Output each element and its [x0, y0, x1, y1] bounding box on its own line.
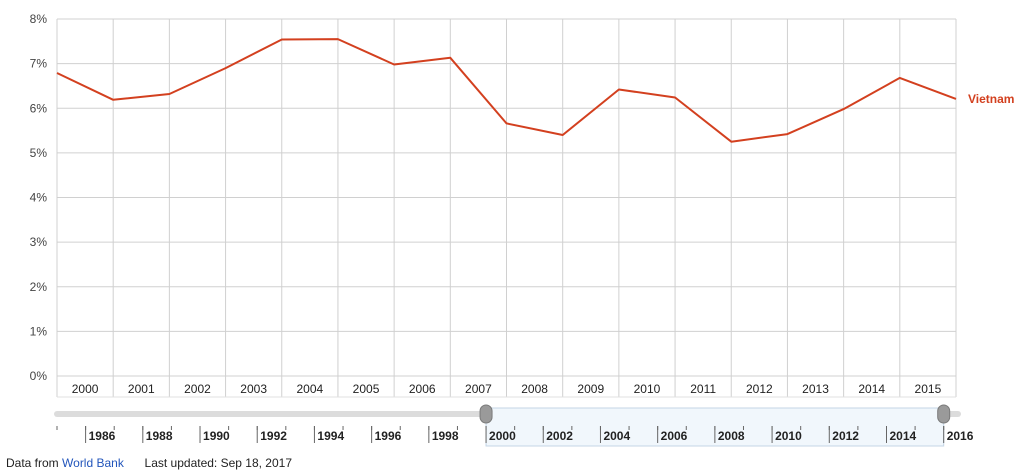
- y-axis: 0% 1% 2% 3% 4% 5% 6% 7% 8%: [30, 12, 48, 383]
- x-tick-label: 2000: [72, 382, 99, 396]
- timeline-tick-label: 2014: [889, 429, 916, 443]
- timeline-tick-label: 1990: [203, 429, 230, 443]
- timeline-tick-label: 1992: [260, 429, 287, 443]
- y-tick-label: 3%: [30, 235, 48, 249]
- timeline-tick-label: 1994: [317, 429, 344, 443]
- timeline-tick-label: 2010: [775, 429, 802, 443]
- timeline-slider[interactable]: 1986 1988 1990 1992 1994 1996 1998 2000 2002 2004…: [54, 404, 974, 447]
- timeline-tick-label: 2012: [832, 429, 859, 443]
- x-tick-label: 2010: [634, 382, 661, 396]
- timeline-handle-left[interactable]: [479, 404, 493, 424]
- x-tick-label: 2001: [128, 382, 155, 396]
- series-layer: Vietnam: [56, 38, 1014, 143]
- y-tick-label: 8%: [30, 12, 48, 26]
- x-tick-label: 2011: [690, 382, 716, 396]
- y-tick-label: 4%: [30, 191, 48, 205]
- chart-grid: [56, 18, 957, 398]
- timeline-tick-label: 2004: [603, 429, 630, 443]
- y-tick-label: 6%: [30, 101, 48, 115]
- source-prefix: Data from: [6, 456, 59, 470]
- timeline-tick-label: 1988: [146, 429, 173, 443]
- series-line: [56, 38, 957, 143]
- x-tick-label: 2002: [184, 382, 211, 396]
- timeline-tick-label: 2016: [947, 429, 974, 443]
- footer: Data from World Bank Last updated: Sep 1…: [6, 456, 292, 470]
- x-tick-label: 2012: [746, 382, 773, 396]
- series-label: Vietnam: [968, 92, 1014, 106]
- y-tick-label: 5%: [30, 146, 48, 160]
- y-tick-label: 7%: [30, 57, 48, 71]
- x-tick-label: 2006: [409, 382, 436, 396]
- x-tick-label: 2003: [240, 382, 267, 396]
- x-tick-label: 2009: [577, 382, 604, 396]
- timeline-handle-right[interactable]: [937, 404, 951, 424]
- timeline-tick-label: 1986: [89, 429, 116, 443]
- x-tick-label: 2004: [296, 382, 323, 396]
- x-tick-label: 2008: [521, 382, 548, 396]
- x-tick-label: 2007: [465, 382, 492, 396]
- x-tick-label: 2005: [353, 382, 380, 396]
- x-axis: 2000 2001 2002 2003 2004 2005 2006 2007 2008 2009…: [72, 382, 942, 396]
- chart: 0%1%2%3%4%5%6%7%8% 2000 2001 2002 2003 2004 2…: [30, 12, 1014, 447]
- y-tick-label: 0%: [30, 369, 48, 383]
- x-tick-label: 2013: [802, 382, 829, 396]
- timeline-tick-label: 2002: [546, 429, 573, 443]
- timeline-tick-label: 1998: [432, 429, 459, 443]
- last-updated: Last updated: Sep 18, 2017: [144, 456, 292, 470]
- x-tick-label: 2014: [858, 382, 885, 396]
- timeline-tick-label: 1996: [375, 429, 402, 443]
- y-tick-label: 2%: [30, 280, 48, 294]
- y-tick-label: 1%: [30, 324, 48, 338]
- timeline-tick-label: 2000: [489, 429, 516, 443]
- source-link[interactable]: World Bank: [62, 456, 124, 470]
- timeline-tick-label: 2006: [661, 429, 688, 443]
- timeline-tick-label: 2008: [718, 429, 745, 443]
- x-tick-label: 2015: [915, 382, 942, 396]
